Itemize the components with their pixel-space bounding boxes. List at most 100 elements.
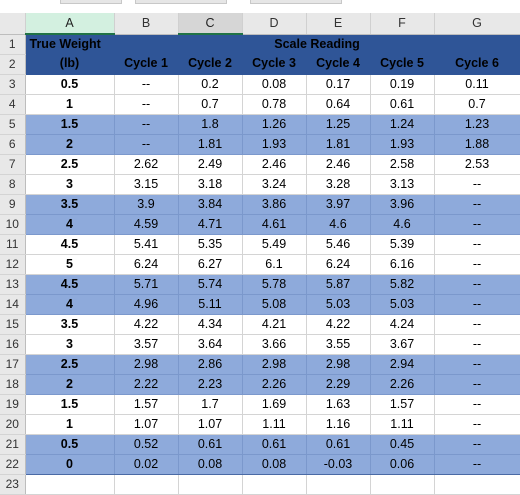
reading-cell[interactable]: 0.45 xyxy=(370,434,435,455)
reading-cell[interactable]: -- xyxy=(114,74,179,95)
reading-cell[interactable]: 2.98 xyxy=(114,354,179,375)
empty-cell[interactable] xyxy=(306,474,371,495)
cycle-heading[interactable]: Cycle 3 xyxy=(242,54,307,75)
reading-cell[interactable]: -- xyxy=(434,174,520,195)
unit-heading[interactable]: (lb) xyxy=(24,54,115,75)
reading-cell[interactable]: 4.96 xyxy=(114,294,179,315)
reading-cell[interactable]: -- xyxy=(434,334,520,355)
reading-cell[interactable]: 0.08 xyxy=(242,454,307,475)
reading-cell[interactable]: 4.22 xyxy=(114,314,179,335)
reading-cell[interactable]: 2.94 xyxy=(370,354,435,375)
column-header-b[interactable]: B xyxy=(114,13,179,35)
reading-cell[interactable]: -- xyxy=(434,354,520,375)
reading-cell[interactable]: 4.6 xyxy=(306,214,371,235)
true-weight-cell[interactable]: 1.5 xyxy=(24,114,115,135)
reading-cell[interactable]: 2.58 xyxy=(370,154,435,175)
true-weight-cell[interactable]: 2 xyxy=(24,374,115,395)
row-number[interactable]: 1 xyxy=(0,34,26,55)
reading-cell[interactable]: 1.81 xyxy=(306,134,371,155)
reading-cell[interactable]: 1.88 xyxy=(434,134,520,155)
reading-cell[interactable]: 5.03 xyxy=(370,294,435,315)
true-weight-cell[interactable]: 4 xyxy=(24,294,115,315)
true-weight-cell[interactable]: 0.5 xyxy=(24,74,115,95)
empty-cell[interactable] xyxy=(178,474,243,495)
true-weight-cell[interactable]: 1 xyxy=(24,94,115,115)
reading-cell[interactable]: 5.71 xyxy=(114,274,179,295)
true-weight-cell[interactable]: 0 xyxy=(24,454,115,475)
reading-cell[interactable]: -- xyxy=(434,394,520,415)
reading-cell[interactable]: 0.78 xyxy=(242,94,307,115)
row-number[interactable]: 20 xyxy=(0,414,26,435)
reading-cell[interactable]: 5.87 xyxy=(306,274,371,295)
reading-cell[interactable]: -- xyxy=(434,454,520,475)
column-header-g[interactable]: G xyxy=(434,13,520,35)
row-number[interactable]: 17 xyxy=(0,354,26,375)
reading-cell[interactable]: 0.08 xyxy=(242,74,307,95)
scale-reading-heading[interactable]: Scale Reading xyxy=(114,34,520,54)
reading-cell[interactable]: 1.23 xyxy=(434,114,520,135)
reading-cell[interactable]: 0.11 xyxy=(434,74,520,95)
reading-cell[interactable]: 3.18 xyxy=(178,174,243,195)
empty-cell[interactable] xyxy=(242,474,307,495)
reading-cell[interactable]: 2.98 xyxy=(306,354,371,375)
reading-cell[interactable]: 4.61 xyxy=(242,214,307,235)
reading-cell[interactable]: 1.7 xyxy=(178,394,243,415)
reading-cell[interactable]: 0.7 xyxy=(434,94,520,115)
reading-cell[interactable]: -- xyxy=(434,294,520,315)
row-number[interactable]: 4 xyxy=(0,94,26,115)
reading-cell[interactable]: -- xyxy=(114,114,179,135)
true-weight-cell[interactable]: 5 xyxy=(24,254,115,275)
reading-cell[interactable]: 1.69 xyxy=(242,394,307,415)
row-number[interactable]: 14 xyxy=(0,294,26,315)
row-number[interactable]: 18 xyxy=(0,374,26,395)
reading-cell[interactable]: 3.57 xyxy=(114,334,179,355)
reading-cell[interactable]: 4.22 xyxy=(306,314,371,335)
reading-cell[interactable]: 0.52 xyxy=(114,434,179,455)
reading-cell[interactable]: -- xyxy=(434,194,520,215)
reading-cell[interactable]: 0.08 xyxy=(178,454,243,475)
reading-cell[interactable]: 0.7 xyxy=(178,94,243,115)
reading-cell[interactable]: 1.57 xyxy=(370,394,435,415)
reading-cell[interactable]: 0.61 xyxy=(306,434,371,455)
row-number[interactable]: 16 xyxy=(0,334,26,355)
reading-cell[interactable]: 0.64 xyxy=(306,94,371,115)
true-weight-cell[interactable]: 2.5 xyxy=(24,354,115,375)
reading-cell[interactable]: 1.25 xyxy=(306,114,371,135)
cycle-heading[interactable]: Cycle 2 xyxy=(178,54,243,75)
reading-cell[interactable]: -- xyxy=(434,254,520,275)
true-weight-cell[interactable]: 3.5 xyxy=(24,194,115,215)
reading-cell[interactable]: 1.63 xyxy=(306,394,371,415)
row-number[interactable]: 8 xyxy=(0,174,26,195)
reading-cell[interactable]: 2.23 xyxy=(178,374,243,395)
row-number[interactable]: 5 xyxy=(0,114,26,135)
reading-cell[interactable]: 5.49 xyxy=(242,234,307,255)
cycle-heading[interactable]: Cycle 6 xyxy=(434,54,520,75)
reading-cell[interactable]: 3.55 xyxy=(306,334,371,355)
row-number[interactable]: 19 xyxy=(0,394,26,415)
reading-cell[interactable]: 0.61 xyxy=(370,94,435,115)
reading-cell[interactable]: 0.61 xyxy=(242,434,307,455)
cycle-heading[interactable]: Cycle 5 xyxy=(370,54,435,75)
column-header-f[interactable]: F xyxy=(370,13,435,35)
reading-cell[interactable]: 3.64 xyxy=(178,334,243,355)
reading-cell[interactable]: -- xyxy=(434,314,520,335)
reading-cell[interactable]: 1.8 xyxy=(178,114,243,135)
true-weight-cell[interactable]: 4.5 xyxy=(24,234,115,255)
reading-cell[interactable]: 3.28 xyxy=(306,174,371,195)
reading-cell[interactable]: 2.26 xyxy=(370,374,435,395)
reading-cell[interactable]: -- xyxy=(434,234,520,255)
reading-cell[interactable]: 0.2 xyxy=(178,74,243,95)
row-number[interactable]: 13 xyxy=(0,274,26,295)
true-weight-cell[interactable]: 0.5 xyxy=(24,434,115,455)
reading-cell[interactable]: 3.13 xyxy=(370,174,435,195)
reading-cell[interactable]: 5.35 xyxy=(178,234,243,255)
row-number[interactable]: 11 xyxy=(0,234,26,255)
reading-cell[interactable]: 6.16 xyxy=(370,254,435,275)
reading-cell[interactable]: 4.6 xyxy=(370,214,435,235)
column-header-c[interactable]: C xyxy=(178,13,243,35)
row-number[interactable]: 3 xyxy=(0,74,26,95)
reading-cell[interactable]: 2.46 xyxy=(242,154,307,175)
empty-cell[interactable] xyxy=(370,474,435,495)
column-header-e[interactable]: E xyxy=(306,13,371,35)
reading-cell[interactable]: 5.78 xyxy=(242,274,307,295)
